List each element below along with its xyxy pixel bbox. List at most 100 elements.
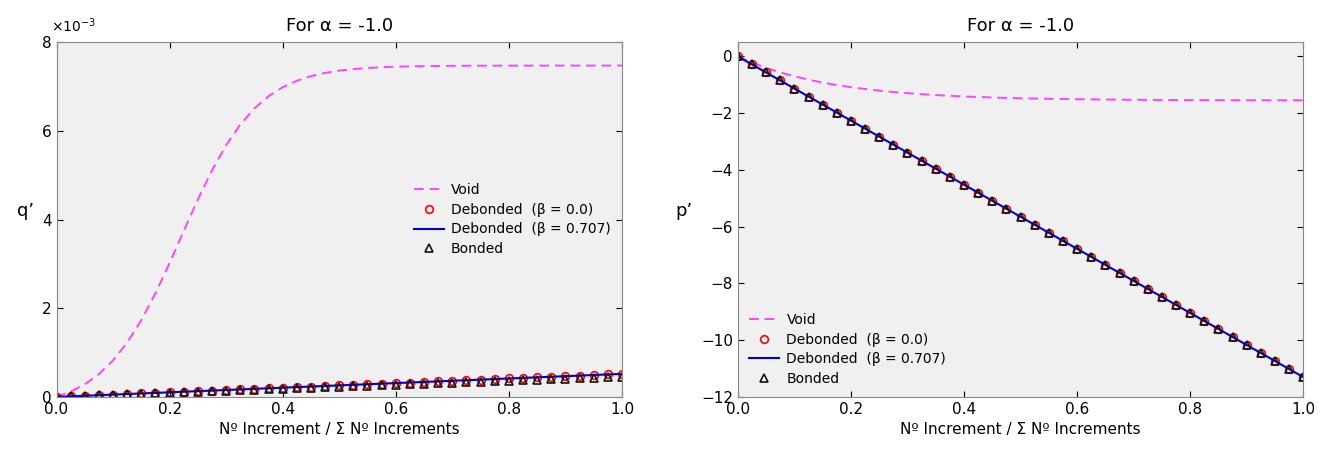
Bonded: [246, 387, 262, 393]
Bonded: [786, 86, 802, 91]
Debonded  (β = 0.707): [1253, 350, 1269, 356]
Debonded  (β = 0.0): [1154, 294, 1169, 300]
Bonded: [999, 206, 1015, 212]
Bonded: [871, 134, 887, 139]
Void: [999, 95, 1015, 101]
Void: [571, 63, 587, 68]
Bonded: [1070, 246, 1086, 252]
Debonded  (β = 0.707): [416, 379, 432, 385]
Debonded  (β = 0.0): [815, 102, 831, 107]
Void: [204, 168, 220, 173]
Void: [274, 84, 290, 90]
Debonded  (β = 0.0): [105, 392, 121, 397]
Debonded  (β = 0.707): [274, 385, 290, 390]
Debonded  (β = 0.707): [999, 206, 1015, 212]
Debonded  (β = 0.707): [1027, 222, 1043, 227]
Debonded  (β = 0.707): [614, 371, 630, 376]
Debonded  (β = 0.707): [1012, 214, 1028, 219]
Line: Debonded  (β = 0.707): Debonded (β = 0.707): [738, 56, 1303, 377]
Void: [801, 77, 817, 82]
Title: For α = -1.0: For α = -1.0: [285, 17, 393, 35]
Debonded  (β = 0.0): [1281, 366, 1297, 372]
Bonded: [317, 385, 333, 390]
Debonded  (β = 0.707): [786, 86, 802, 91]
Debonded  (β = 0.0): [77, 393, 93, 399]
Debonded  (β = 0.0): [63, 394, 79, 399]
Debonded  (β = 0.707): [1140, 286, 1156, 291]
Debonded  (β = 0.707): [261, 385, 277, 391]
Debonded  (β = 0.707): [473, 377, 489, 382]
Line: Void: Void: [738, 56, 1303, 100]
Debonded  (β = 0.707): [829, 110, 844, 115]
Debonded  (β = 0.0): [473, 377, 489, 382]
Bonded: [970, 190, 986, 195]
Bonded: [529, 377, 545, 383]
Void: [1183, 97, 1199, 103]
Bonded: [1211, 326, 1227, 332]
Void: [529, 63, 545, 68]
Debonded  (β = 0.0): [1070, 246, 1086, 252]
Bonded: [302, 385, 318, 390]
Debonded  (β = 0.0): [614, 371, 630, 376]
Debonded  (β = 0.0): [801, 94, 817, 99]
Debonded  (β = 0.0): [1083, 254, 1099, 260]
Debonded  (β = 0.0): [515, 375, 531, 380]
Debonded  (β = 0.707): [571, 373, 587, 378]
Bonded: [984, 198, 1000, 203]
Debonded  (β = 0.0): [501, 376, 517, 381]
Bonded: [105, 392, 121, 398]
Debonded  (β = 0.0): [942, 174, 958, 179]
Debonded  (β = 0.707): [914, 158, 930, 163]
Bonded: [204, 389, 220, 394]
Title: For α = -1.0: For α = -1.0: [967, 17, 1074, 35]
Void: [1295, 98, 1311, 103]
Debonded  (β = 0.707): [529, 375, 545, 380]
Debonded  (β = 0.0): [1239, 342, 1255, 348]
Debonded  (β = 0.707): [1267, 358, 1283, 364]
Debonded  (β = 0.0): [856, 126, 872, 131]
Bonded: [190, 389, 206, 395]
Debonded  (β = 0.0): [1183, 310, 1199, 316]
Debonded  (β = 0.707): [730, 54, 746, 59]
Debonded  (β = 0.0): [317, 383, 333, 389]
Void: [261, 94, 277, 99]
Debonded  (β = 0.0): [914, 158, 930, 163]
Debonded  (β = 0.0): [232, 387, 248, 392]
Bonded: [1253, 350, 1269, 356]
Bonded: [402, 382, 418, 387]
Debonded  (β = 0.0): [956, 182, 972, 188]
Bonded: [1126, 278, 1142, 284]
Debonded  (β = 0.707): [317, 383, 333, 389]
Bonded: [1040, 230, 1056, 236]
Debonded  (β = 0.707): [232, 387, 248, 392]
Debonded  (β = 0.0): [246, 386, 262, 391]
Void: [1140, 97, 1156, 103]
Bonded: [218, 388, 234, 394]
Void: [345, 66, 361, 72]
Void: [1196, 98, 1212, 103]
Debonded  (β = 0.707): [543, 374, 559, 380]
Bonded: [1183, 310, 1199, 316]
Void: [388, 64, 404, 69]
Void: [246, 106, 262, 111]
Debonded  (β = 0.707): [1055, 238, 1071, 243]
Bonded: [1098, 262, 1114, 267]
Debonded  (β = 0.0): [871, 134, 887, 139]
Void: [289, 78, 305, 84]
Bonded: [730, 54, 746, 59]
Debonded  (β = 0.707): [289, 385, 305, 390]
Bonded: [486, 379, 502, 384]
Line: Void: Void: [56, 65, 622, 397]
Void: [1253, 98, 1269, 103]
Bonded: [161, 390, 177, 395]
Void: [486, 63, 502, 69]
Debonded  (β = 0.0): [190, 389, 206, 394]
Bonded: [571, 376, 587, 381]
Bonded: [899, 150, 915, 155]
Debonded  (β = 0.0): [332, 383, 348, 388]
Debonded  (β = 0.0): [416, 379, 432, 385]
Debonded  (β = 0.0): [529, 375, 545, 380]
Void: [63, 389, 79, 395]
Debonded  (β = 0.0): [829, 110, 844, 115]
Void: [161, 260, 177, 266]
